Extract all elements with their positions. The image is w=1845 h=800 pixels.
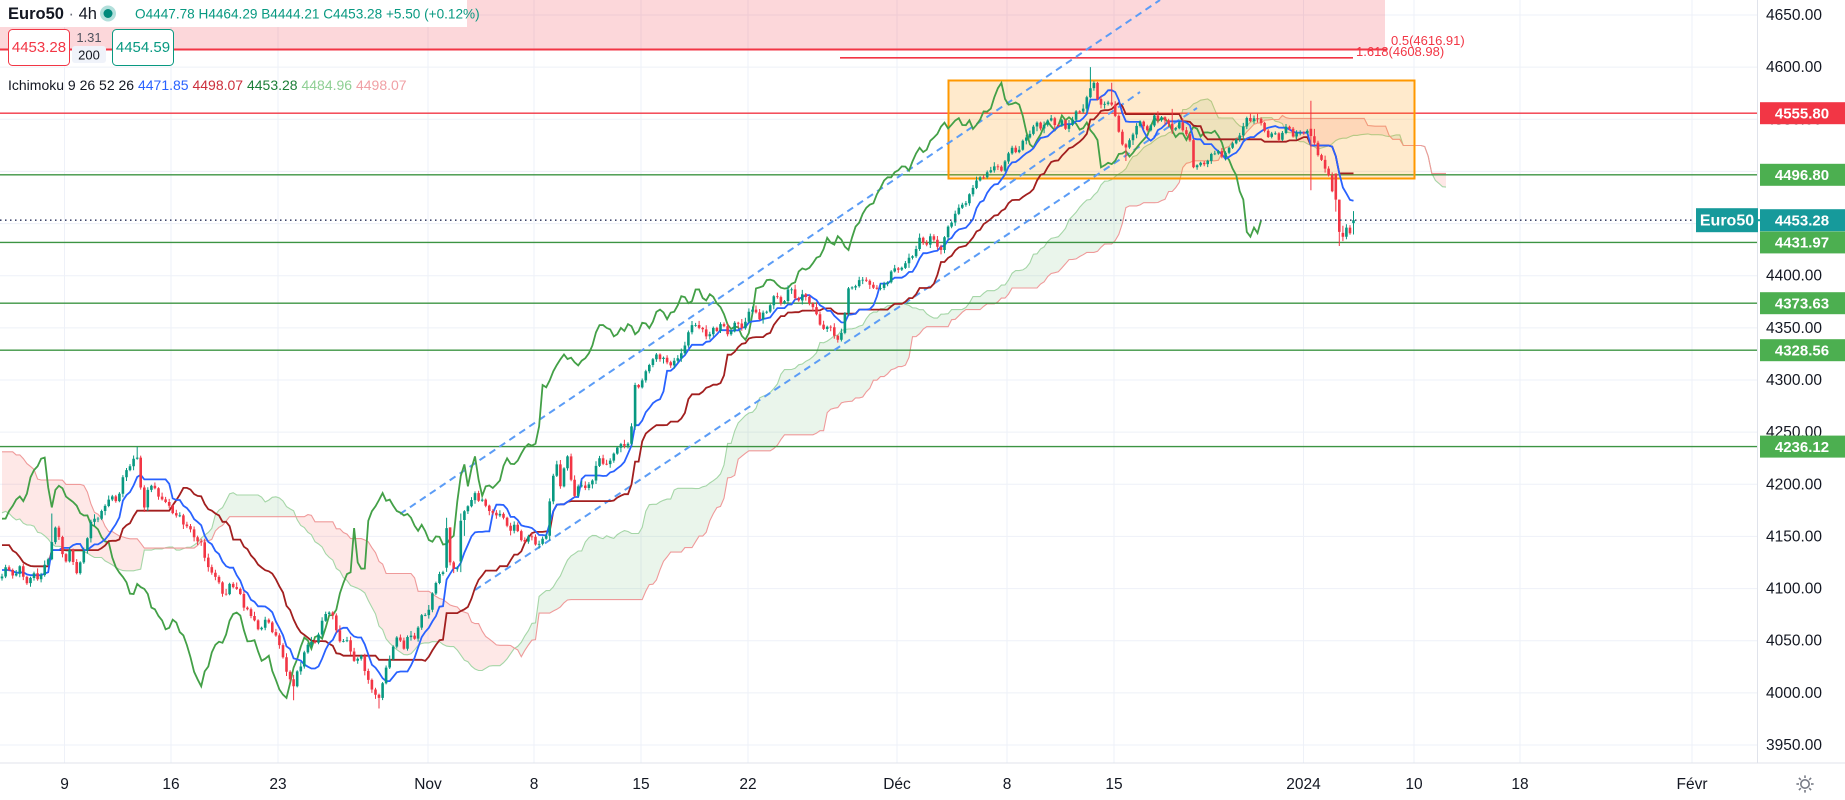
svg-text:4236.12: 4236.12 xyxy=(1775,439,1829,456)
svg-text:0.5(4616.91): 0.5(4616.91) xyxy=(1391,33,1465,48)
svg-text:4431.97: 4431.97 xyxy=(1775,235,1829,252)
svg-text:O4447.78 H4464.29 B4444.21: O4447.78 H4464.29 B4444.21 C4453.28 +5.5… xyxy=(135,7,480,22)
svg-text:22: 22 xyxy=(739,776,756,793)
svg-text:Déc: Déc xyxy=(883,776,911,793)
svg-text:8: 8 xyxy=(1003,776,1012,793)
svg-text:4000.00: 4000.00 xyxy=(1766,685,1822,702)
svg-text:9: 9 xyxy=(60,776,69,793)
svg-text:Févr: Févr xyxy=(1677,776,1708,793)
svg-text:4373.63: 4373.63 xyxy=(1775,295,1829,312)
svg-text:4300.00: 4300.00 xyxy=(1766,372,1822,389)
svg-text:4453.28: 4453.28 xyxy=(1775,212,1829,229)
svg-text:4200.00: 4200.00 xyxy=(1766,476,1822,493)
svg-text:1.618(4608.98): 1.618(4608.98) xyxy=(1356,44,1444,59)
svg-text:4496.80: 4496.80 xyxy=(1775,167,1829,184)
svg-text:Euro50: Euro50 xyxy=(1700,213,1754,230)
svg-text:4555.80: 4555.80 xyxy=(1775,105,1829,122)
svg-text:1.31: 1.31 xyxy=(76,30,101,45)
svg-text:4600.00: 4600.00 xyxy=(1766,59,1822,76)
svg-text:8: 8 xyxy=(530,776,539,793)
svg-text:4454.59: 4454.59 xyxy=(116,39,170,56)
svg-text:4150.00: 4150.00 xyxy=(1766,528,1822,545)
svg-text:Euro50 · 4h: Euro50 · 4h xyxy=(8,5,97,23)
svg-text:15: 15 xyxy=(1105,776,1122,793)
svg-text:10: 10 xyxy=(1405,776,1423,793)
svg-text:4453.28: 4453.28 xyxy=(12,39,66,56)
svg-text:15: 15 xyxy=(632,776,649,793)
svg-text:4050.00: 4050.00 xyxy=(1766,633,1822,650)
svg-text:3950.00: 3950.00 xyxy=(1766,737,1822,754)
svg-text:4100.00: 4100.00 xyxy=(1766,581,1822,598)
svg-text:Nov: Nov xyxy=(414,776,442,793)
svg-text:4400.00: 4400.00 xyxy=(1766,268,1822,285)
svg-text:16: 16 xyxy=(162,776,179,793)
svg-text:4650.00: 4650.00 xyxy=(1766,7,1822,24)
svg-text:18: 18 xyxy=(1511,776,1528,793)
svg-text:Ichimoku 9 26 52 26 4471.85: Ichimoku 9 26 52 26 4471.85 4498.07 4453… xyxy=(8,77,407,93)
svg-text:23: 23 xyxy=(269,776,286,793)
svg-text:4350.00: 4350.00 xyxy=(1766,320,1822,337)
svg-text:4328.56: 4328.56 xyxy=(1775,342,1829,359)
svg-text:200: 200 xyxy=(78,48,100,63)
svg-text:2024: 2024 xyxy=(1286,776,1321,793)
